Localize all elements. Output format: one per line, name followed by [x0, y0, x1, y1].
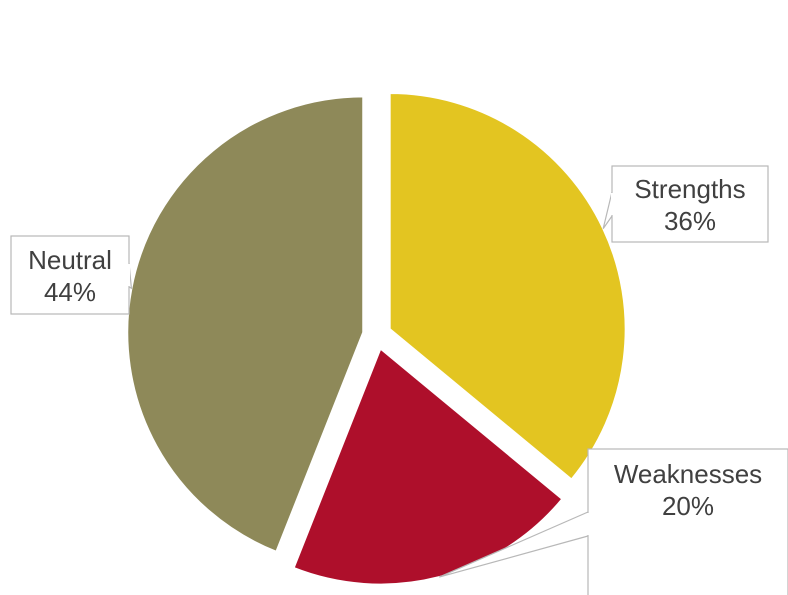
callout-label: Weaknesses: [614, 459, 762, 489]
pie-slices: [126, 92, 627, 586]
callout-label: Strengths: [634, 174, 745, 204]
callout-leader: [602, 191, 613, 229]
pie-slice-weaknesses: [292, 346, 564, 586]
callout-leader: [438, 511, 589, 578]
callout-box: [10, 235, 130, 315]
callout-value: 20%: [662, 491, 714, 521]
callout-box: [611, 165, 769, 243]
callout-label: Neutral: [28, 245, 112, 275]
callout-value: 36%: [664, 206, 716, 236]
callout-value: 44%: [44, 277, 96, 307]
